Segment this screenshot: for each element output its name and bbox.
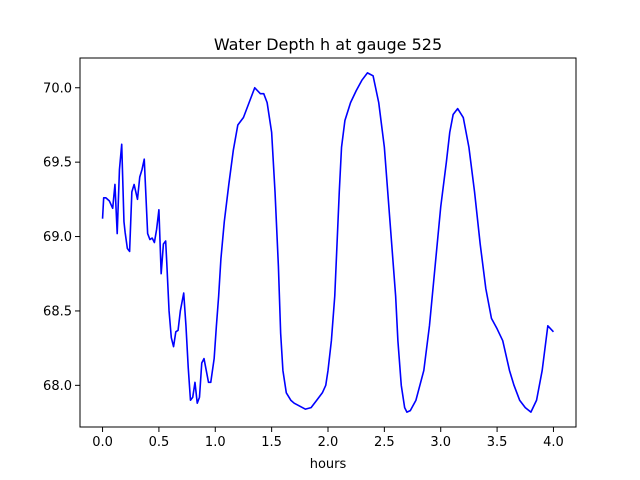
- x-tick-label: 0.0: [92, 435, 113, 450]
- y-tick-label: 68.0: [43, 379, 72, 394]
- x-tick-label: 0.5: [149, 435, 170, 450]
- chart-title: Water Depth h at gauge 525: [214, 35, 442, 54]
- x-tick-label: 2.0: [318, 435, 339, 450]
- x-tick-label: 2.5: [374, 435, 395, 450]
- x-axis-label: hours: [310, 457, 347, 472]
- y-tick-label: 68.5: [43, 304, 72, 319]
- x-tick-label: 3.0: [430, 435, 451, 450]
- x-tick-label: 4.0: [543, 435, 564, 450]
- y-tick-label: 69.0: [43, 230, 72, 245]
- series-line: [101, 72, 555, 413]
- x-tick-label: 1.0: [205, 435, 226, 450]
- x-tick-label: 1.5: [261, 435, 282, 450]
- y-axis: 68.0 68.5 69.0 69.5 70.0: [43, 81, 80, 394]
- y-tick-label: 69.5: [43, 156, 72, 171]
- x-tick-label: 3.5: [487, 435, 508, 450]
- x-axis: 0.0 0.5 1.0 1.5 2.0 2.5 3.0 3.5 4.0: [92, 427, 564, 450]
- y-tick-label: 70.0: [43, 81, 72, 96]
